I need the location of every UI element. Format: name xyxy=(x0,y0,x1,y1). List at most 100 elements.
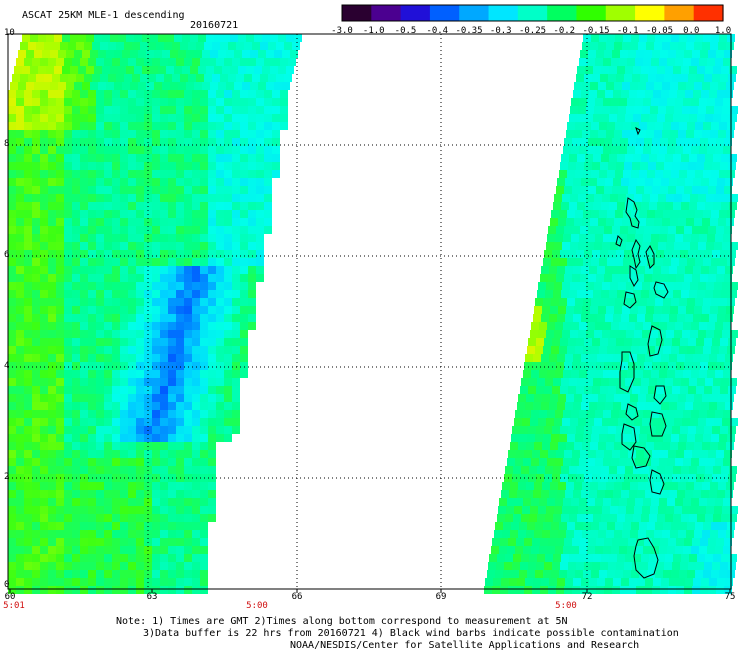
wind-cell xyxy=(248,58,256,66)
wind-cell xyxy=(530,506,538,514)
wind-cell xyxy=(677,178,685,186)
wind-cell xyxy=(186,82,194,90)
wind-cell xyxy=(232,306,240,314)
wind-cell xyxy=(538,330,546,338)
wind-cell xyxy=(616,386,624,394)
wind-cell xyxy=(623,170,631,178)
wind-cell xyxy=(128,562,136,570)
wind-cell xyxy=(168,114,176,122)
wind-cell xyxy=(232,282,240,290)
wind-cell xyxy=(649,202,657,210)
wind-cell xyxy=(8,554,16,562)
wind-cell xyxy=(104,242,112,250)
wind-cell xyxy=(48,410,56,418)
wind-cell xyxy=(280,90,288,98)
wind-cell xyxy=(547,458,555,466)
wind-cell xyxy=(20,74,28,82)
wind-cell xyxy=(652,586,660,594)
wind-cell xyxy=(663,170,671,178)
wind-cell xyxy=(567,570,575,578)
wind-cell xyxy=(80,98,88,106)
wind-cell xyxy=(622,82,630,90)
wind-cell xyxy=(650,330,658,338)
wind-cell xyxy=(539,322,547,330)
product-date: 20160721 xyxy=(190,20,239,31)
wind-cell xyxy=(518,530,526,538)
wind-cell xyxy=(184,106,192,114)
wind-cell xyxy=(216,170,224,178)
wind-cell xyxy=(184,178,192,186)
wind-cell xyxy=(581,314,589,322)
wind-cell xyxy=(658,506,666,514)
wind-cell xyxy=(152,434,160,442)
wind-cell xyxy=(716,450,724,458)
wind-cell xyxy=(224,234,232,242)
wind-cell xyxy=(665,514,673,522)
wind-cell xyxy=(80,122,88,130)
wind-cell xyxy=(586,242,594,250)
wind-cell xyxy=(635,546,643,554)
wind-cell xyxy=(8,122,16,130)
wind-cell xyxy=(584,162,592,170)
wind-cell xyxy=(581,266,589,274)
wind-cell xyxy=(638,218,646,226)
wind-cell xyxy=(540,274,548,282)
wind-cell xyxy=(184,58,192,66)
wind-cell xyxy=(702,394,710,402)
wind-cell xyxy=(547,322,555,330)
wind-cell xyxy=(660,274,668,282)
wind-cell xyxy=(64,58,72,66)
wind-cell xyxy=(589,266,597,274)
wind-cell xyxy=(562,194,570,202)
wind-cell xyxy=(224,242,232,250)
wind-cell xyxy=(612,586,620,594)
wind-cell xyxy=(128,146,136,154)
wind-cell xyxy=(184,170,192,178)
wind-cell xyxy=(716,586,724,594)
wind-cell xyxy=(626,106,634,114)
wind-cell xyxy=(72,498,80,506)
wind-cell xyxy=(676,538,684,546)
wind-cell xyxy=(72,226,80,234)
wind-cell xyxy=(246,34,254,42)
wind-cell xyxy=(104,90,112,98)
wind-cell xyxy=(708,362,716,370)
wind-cell xyxy=(88,418,96,426)
wind-cell xyxy=(128,178,136,186)
wind-cell xyxy=(176,434,184,442)
wind-cell xyxy=(176,506,184,514)
wind-cell xyxy=(719,346,727,354)
wind-cell xyxy=(56,442,64,450)
wind-cell xyxy=(585,514,593,522)
wind-cell xyxy=(726,442,734,450)
wind-cell xyxy=(524,362,532,370)
wind-cell xyxy=(668,186,676,194)
wind-cell xyxy=(168,458,176,466)
wind-cell xyxy=(616,338,624,346)
wind-cell xyxy=(120,434,128,442)
wind-cell xyxy=(232,418,240,426)
wind-cell xyxy=(200,378,208,386)
wind-cell xyxy=(80,306,88,314)
wind-cell xyxy=(24,354,32,362)
wind-cell xyxy=(721,202,729,210)
wind-cell xyxy=(607,434,615,442)
wind-cell xyxy=(132,74,140,82)
wind-cell xyxy=(539,410,547,418)
wind-cell xyxy=(104,282,112,290)
wind-cell xyxy=(124,74,132,82)
wind-cell xyxy=(574,530,582,538)
wind-cell xyxy=(72,106,80,114)
wind-cell xyxy=(240,298,248,306)
wind-cell xyxy=(559,298,567,306)
wind-cell xyxy=(224,394,232,402)
wind-cell xyxy=(88,498,96,506)
wind-cell xyxy=(24,562,32,570)
wind-cell xyxy=(40,354,48,362)
wind-cell xyxy=(691,322,699,330)
wind-cell xyxy=(80,162,88,170)
wind-cell xyxy=(176,90,184,98)
wind-cell xyxy=(721,154,729,162)
wind-cell xyxy=(128,106,136,114)
wind-cell xyxy=(681,202,689,210)
